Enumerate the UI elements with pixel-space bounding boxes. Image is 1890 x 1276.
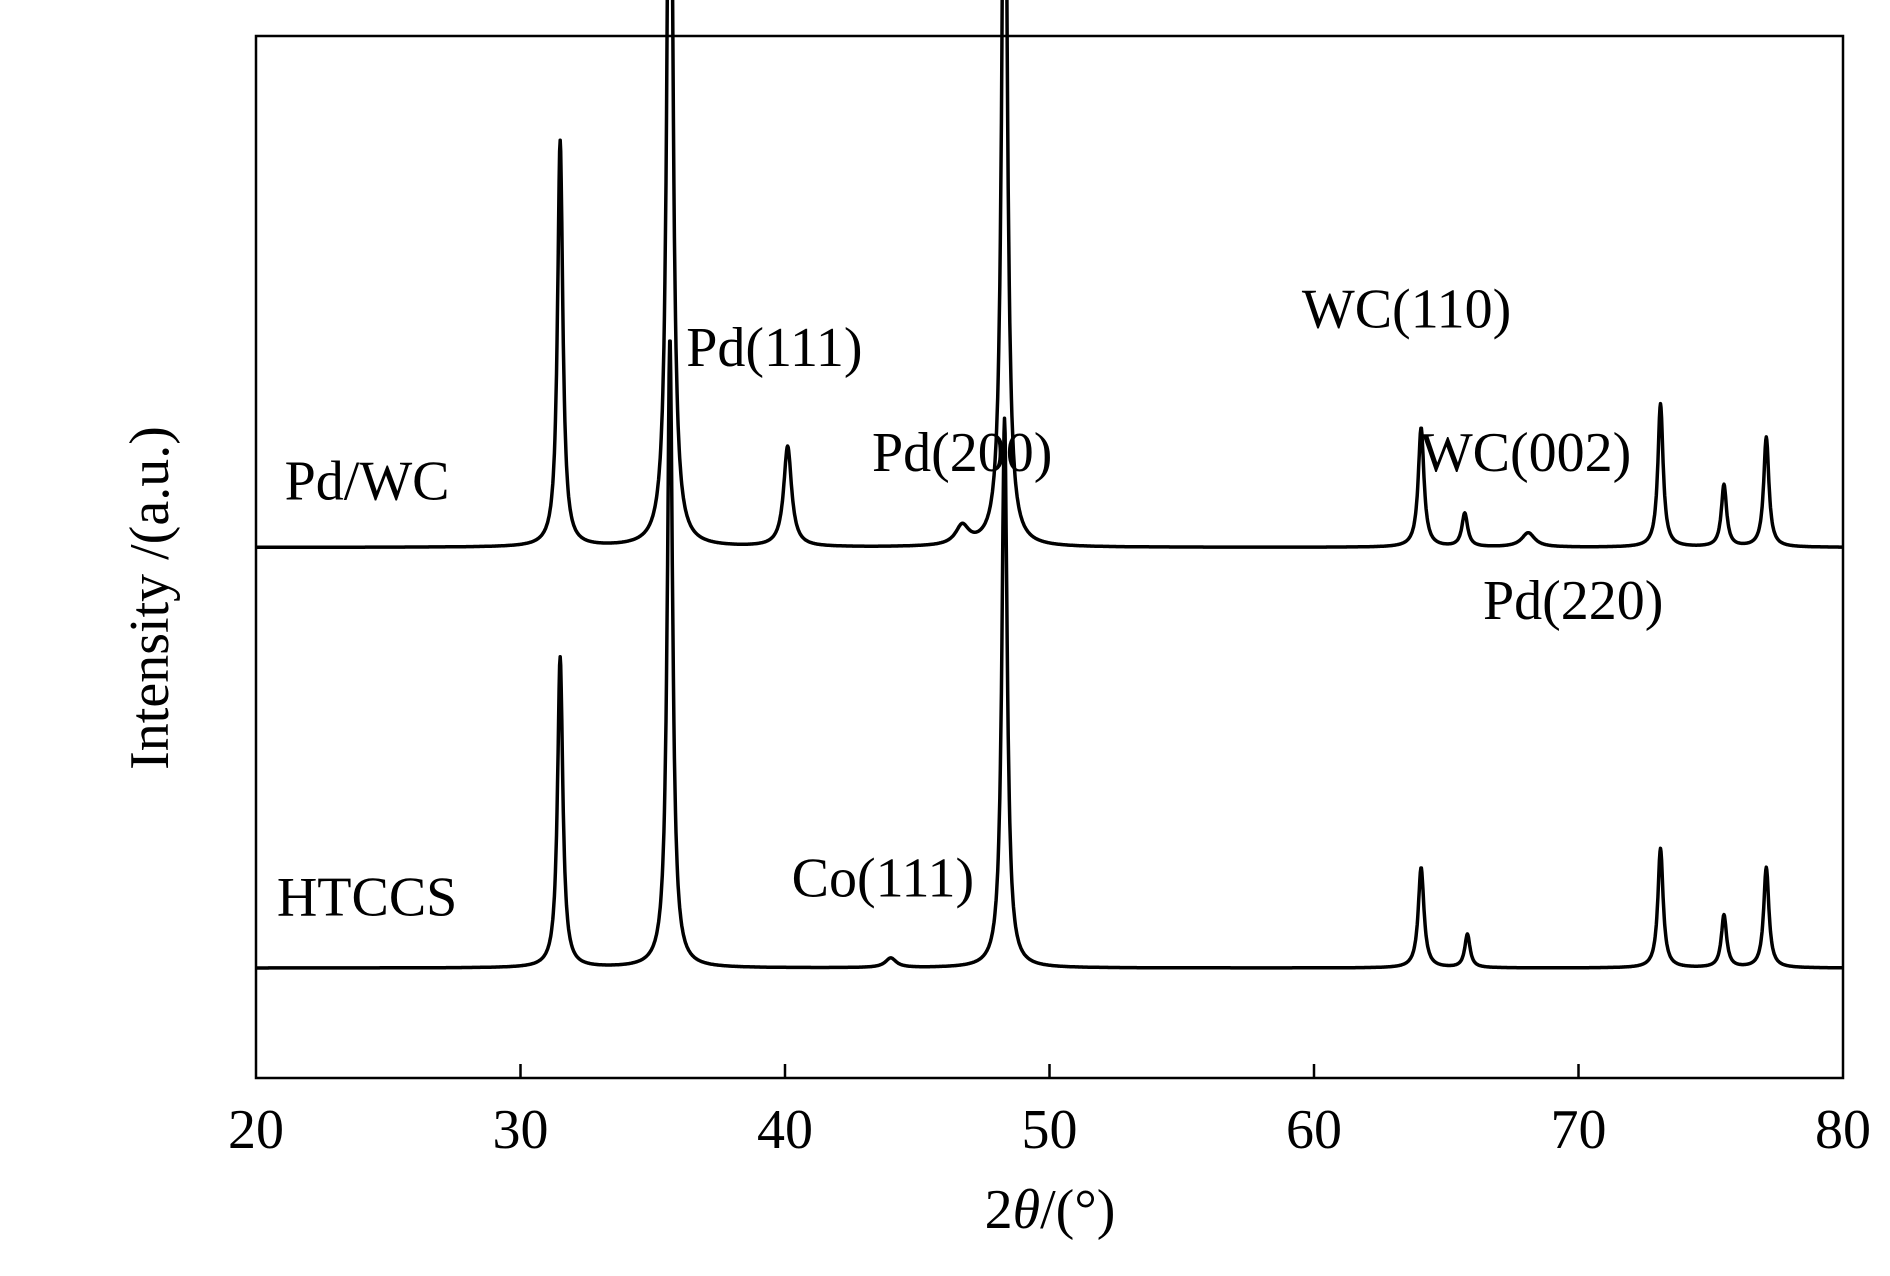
peak-label: Pd(111): [686, 317, 862, 379]
series-labels: Pd/WC HTCCS: [277, 451, 458, 929]
x-tick-label: 20: [228, 1099, 284, 1161]
series-line-pd-wc: [254, 0, 1845, 550]
x-tick-label: 50: [1022, 1099, 1078, 1161]
x-axis-label-suffix: /(°): [1040, 1179, 1115, 1241]
x-axis-label-prefix: 2: [985, 1179, 1013, 1241]
peak-label: Pd(200): [872, 422, 1052, 484]
plot-area-frame: [254, 34, 1845, 1080]
peak-label: Pd(220): [1483, 570, 1663, 632]
x-tick-label: 30: [493, 1099, 549, 1161]
series-label: HTCCS: [277, 866, 458, 928]
x-tick-label: 70: [1551, 1099, 1607, 1161]
series-label: Pd/WC: [285, 451, 450, 513]
peak-label: WC(002): [1420, 422, 1632, 484]
x-axis-label-theta: θ: [1013, 1179, 1041, 1241]
peak-labels: WC(100)WC(101)WC(001)Pd(111)Pd(200)WC(11…: [686, 279, 1663, 910]
x-tick-label: 60: [1286, 1099, 1342, 1161]
x-axis-ticks: [519, 1064, 1580, 1078]
peak-label: Co(111): [792, 847, 975, 909]
series-lines: [254, 0, 1845, 970]
x-tick-label: 40: [757, 1099, 813, 1161]
x-axis-tick-labels: 20 30 40 50 60 70 80: [228, 1099, 1871, 1161]
x-axis-label: 2θ/(°): [985, 1179, 1116, 1241]
series-line-htccs: [254, 339, 1845, 970]
y-axis-label: Intensity /(a.u.): [119, 426, 181, 770]
peak-label: WC(110): [1302, 279, 1511, 341]
x-tick-label: 80: [1815, 1099, 1871, 1161]
